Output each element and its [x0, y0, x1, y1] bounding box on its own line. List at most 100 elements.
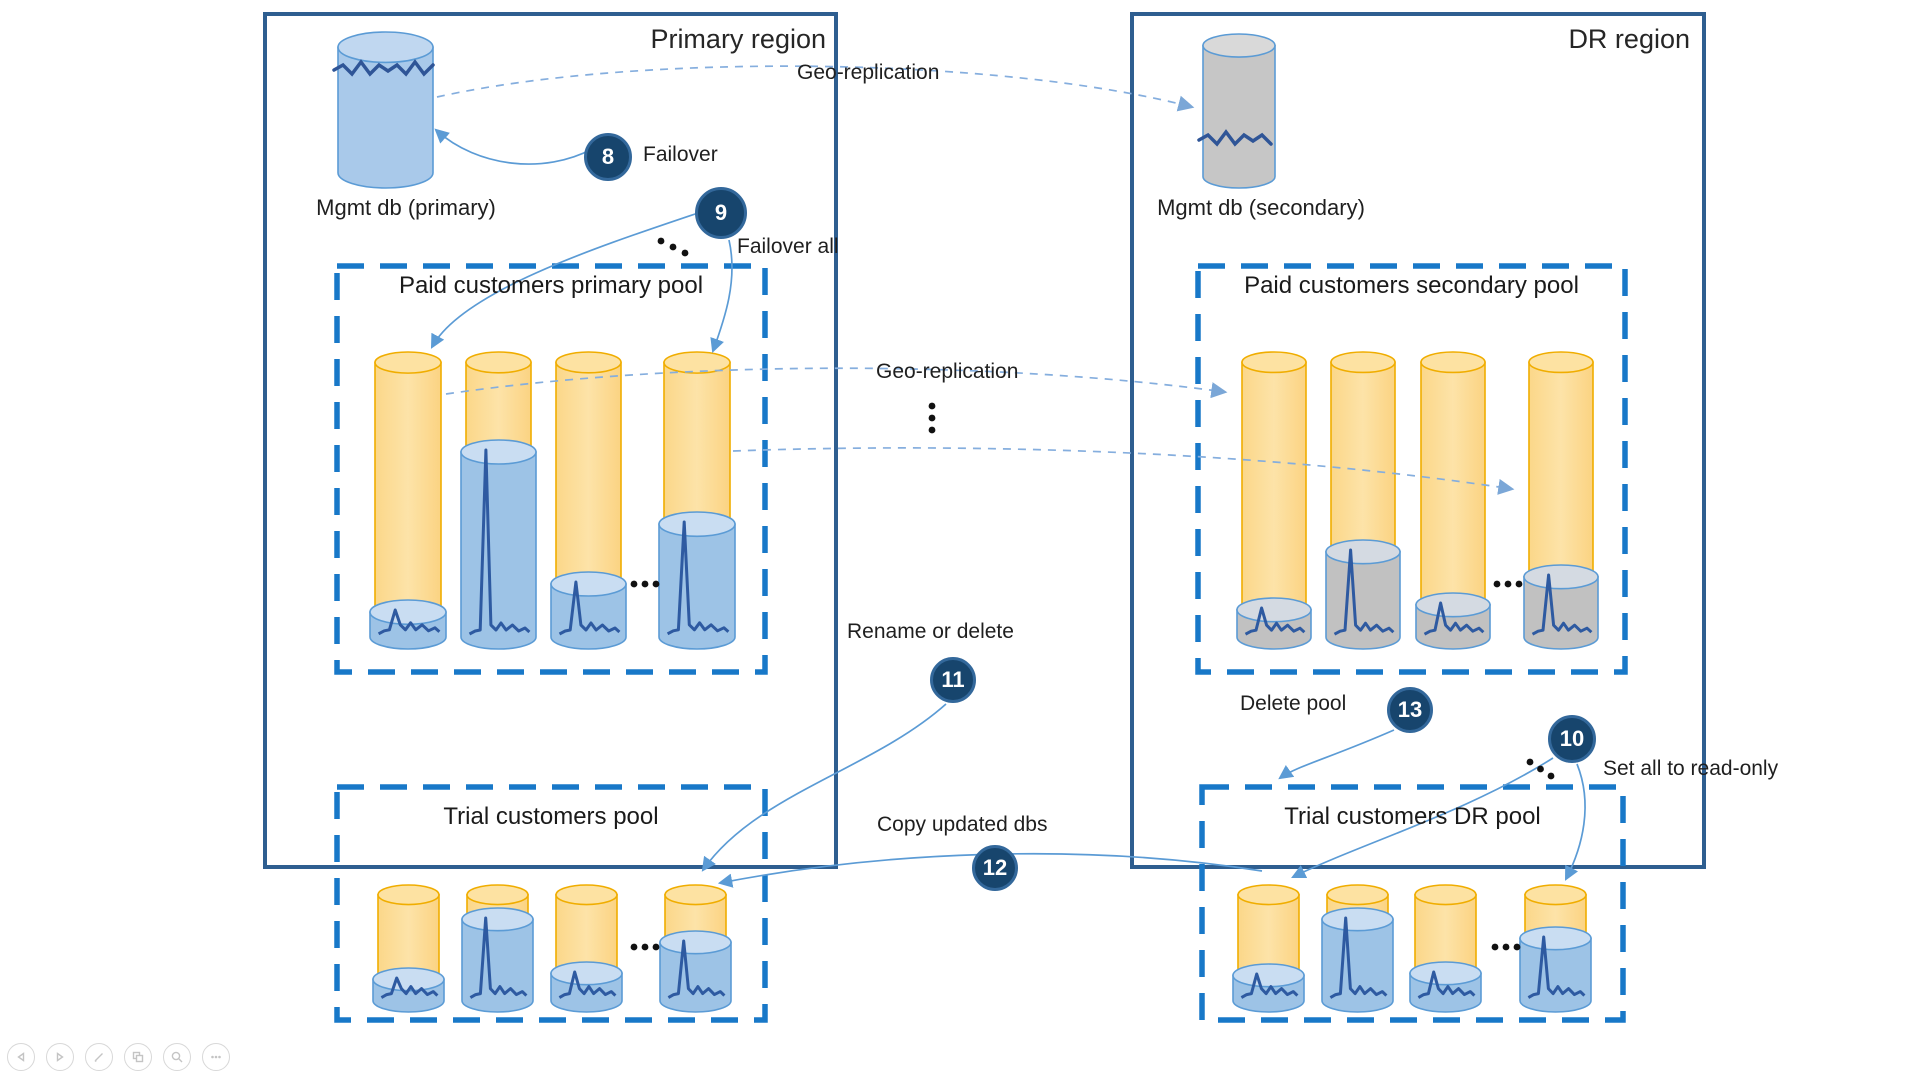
db-usage-sparkline: [377, 608, 441, 636]
pool-db-used-cylinder: [1321, 907, 1394, 1013]
slide-sorter-icon: [132, 1051, 144, 1063]
more-icon: [211, 1055, 221, 1059]
failover-all-dots: [681, 249, 689, 257]
db-usage-sparkline: [1417, 970, 1476, 999]
geo-replication-middle-label: Geo-replication: [876, 360, 1019, 383]
pool-db-used-cylinder: [1519, 926, 1592, 1013]
db-usage-sparkline: [1244, 606, 1306, 636]
pool-more-dbs-dots: [1513, 943, 1521, 951]
pool-db-used-cylinder: [369, 599, 447, 650]
pool-db-used-cylinder: [1236, 597, 1312, 650]
badge-12: 12: [972, 845, 1018, 891]
failover-all-dots: [657, 237, 665, 245]
db-usage-sparkline: [1333, 548, 1395, 636]
next-button[interactable]: [46, 1043, 74, 1071]
dr-region-box: [1130, 12, 1706, 869]
pool-more-dbs-dots: [1502, 943, 1510, 951]
primary-region-title: Primary region: [650, 24, 826, 54]
pool-db-used-cylinder: [658, 511, 736, 650]
failover-all-left-arrow: [430, 211, 702, 349]
db-usage-sparkline: [666, 520, 730, 636]
pool-more-dbs-dots: [641, 943, 649, 951]
delete-pool-label: Delete pool: [1240, 692, 1347, 715]
set-read-only-right-arrow: [1565, 763, 1586, 881]
badge-11: 11: [930, 657, 976, 703]
geo-replication-top-label: Geo-replication: [797, 61, 940, 84]
mgmt-db-secondary-cylinder: [1197, 33, 1276, 189]
pool-db-used-cylinder: [550, 961, 623, 1013]
db-usage-sparkline: [558, 580, 621, 636]
failover-label: Failover: [643, 143, 718, 166]
pool-db-used-cylinder: [1415, 592, 1491, 650]
previous-button[interactable]: [7, 1043, 35, 1071]
failover-all-right-arrow: [710, 239, 733, 354]
more-button[interactable]: [202, 1043, 230, 1071]
pool-db-used-cylinder: [659, 930, 732, 1013]
badge-9: 9: [695, 187, 747, 239]
pool-boundary: [334, 784, 768, 1023]
pool-more-dbs-dots: [1493, 580, 1501, 588]
pool-more-dbs-dots: [1491, 943, 1499, 951]
db-wave-line: [332, 59, 435, 77]
failover-arrow: [434, 128, 593, 165]
pool-db-used-cylinder: [1409, 961, 1482, 1013]
zoom-icon: [171, 1051, 183, 1063]
pool-db-used-cylinder: [1232, 963, 1305, 1013]
next-icon: [56, 1052, 64, 1062]
set-all-read-only-label: Set all to read-only: [1603, 757, 1779, 780]
slide-sorter-button[interactable]: [124, 1043, 152, 1071]
pen-icon: [94, 1053, 103, 1062]
set-read-only-dots: [1526, 758, 1534, 766]
dr-region-title: DR region: [1568, 24, 1690, 54]
zoom-button[interactable]: [163, 1043, 191, 1071]
rename-or-delete-label: Rename or delete: [847, 620, 1014, 643]
pool-label-trial-dr: Trial customers DR pool: [1284, 803, 1541, 830]
db-usage-sparkline: [1423, 601, 1485, 636]
mgmt-db-primary-label: Mgmt db (primary): [316, 195, 496, 220]
pool-db-used-cylinder: [372, 967, 445, 1013]
delete-pool-arrow: [1278, 729, 1395, 780]
set-read-only-dots: [1537, 765, 1544, 773]
pool-boundary: [334, 263, 768, 675]
badge-10: 10: [1548, 715, 1596, 763]
rename-or-delete-arrow: [701, 703, 947, 872]
db-usage-sparkline: [1240, 972, 1299, 999]
db-usage-sparkline: [1527, 935, 1586, 999]
mgmt-db-secondary-cylinder: [1202, 33, 1276, 189]
previous-icon: [17, 1052, 25, 1062]
db-usage-sparkline: [468, 448, 531, 636]
pool-boundary: [1199, 784, 1626, 1023]
badge-13: 13: [1387, 687, 1433, 733]
pool-more-dbs-dots: [652, 943, 660, 951]
mgmt-db-primary-cylinder: [337, 31, 434, 189]
geo-replication-top-arrow: [436, 65, 1195, 112]
geo-replication-dots: [928, 414, 936, 422]
geo-replication-db4-arrow: [732, 447, 1515, 495]
db-wave-line: [1197, 129, 1273, 147]
db-usage-sparkline: [667, 939, 726, 999]
db-usage-sparkline: [1531, 573, 1593, 636]
db-usage-sparkline: [1329, 916, 1388, 999]
set-read-only-dots: [1547, 772, 1555, 780]
db-usage-sparkline: [469, 916, 528, 999]
pen-button[interactable]: [85, 1043, 113, 1071]
presenter-toolbar: [7, 1043, 230, 1071]
pool-more-dbs-dots: [1515, 580, 1523, 588]
mgmt-db-secondary-label: Mgmt db (secondary): [1157, 195, 1365, 220]
failover-all-dots: [669, 243, 677, 251]
pool-label-paid-primary: Paid customers primary pool: [398, 272, 704, 299]
pool-db-used-cylinder: [1325, 539, 1401, 650]
geo-replication-dots: [928, 402, 936, 410]
copy-updated-dbs-label: Copy updated dbs: [877, 813, 1048, 836]
geo-replication-dots: [928, 426, 936, 434]
pool-db-used-cylinder: [1523, 564, 1599, 650]
pool-db-used-cylinder: [461, 907, 534, 1013]
db-usage-sparkline: [558, 970, 617, 999]
pool-more-dbs-dots: [630, 943, 638, 951]
primary-region-box: [263, 12, 838, 869]
db-usage-sparkline: [380, 976, 439, 999]
pool-db-used-cylinder: [550, 571, 627, 650]
geo-replication-db1-arrow: [445, 367, 1228, 399]
